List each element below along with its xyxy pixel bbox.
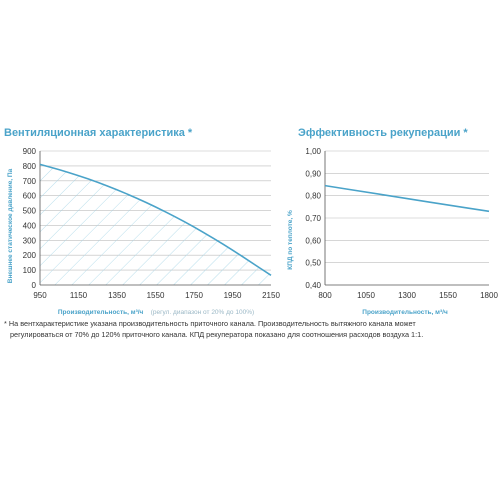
recuperation-y-axis-label: КПД по теплоте, % [287,210,294,270]
x-tick-label: 1750 [185,291,203,300]
recuperation-x-axis-label: Производительность, м³/ч [362,309,448,316]
y-tick-label: 100 [23,266,37,275]
y-tick-label: 0,90 [305,169,321,178]
x-tick-label: 1550 [439,291,457,300]
y-tick-label: 300 [23,236,37,245]
y-tick-label: 700 [23,177,37,186]
y-tick-label: 400 [23,221,37,230]
footnote-line-1: * На вентхарактеристике указана производ… [4,319,416,328]
y-tick-label: 0,40 [305,281,321,290]
x-tick-label: 1550 [147,291,165,300]
x-tick-label: 1950 [224,291,242,300]
series-line [39,163,272,276]
x-tick-label: 1050 [357,291,375,300]
ventilation-x-axis-note: (регул. диапазон от 20% до 100%) [151,309,254,316]
x-tick-label: 2150 [262,291,280,300]
y-tick-label: 0,70 [305,214,321,223]
y-tick-label: 0,50 [305,259,321,268]
recuperation-chart-title: Эффективность рекуперации * [298,127,468,139]
x-tick-label: 800 [318,291,332,300]
ventilation-x-axis-label-group: Производительность, м³/ч (регул. диапазо… [58,301,254,318]
y-tick-label: 200 [23,251,37,260]
charts-canvas: Вентиляционная характеристика * 0 100 200 3… [4,127,498,318]
x-tick-label: 1350 [108,291,126,300]
ventilation-chart: Вентиляционная характеристика * 0 100 200 3… [4,127,280,318]
ventilation-x-axis-label: Производительность, м³/ч [58,309,144,316]
x-tick-label: 1300 [398,291,416,300]
y-tick-label: 800 [23,162,37,171]
x-tick-label: 1150 [70,291,88,300]
hatched-area [40,164,271,285]
y-tick-label: 1,00 [305,147,321,156]
x-tick-label: 1800 [480,291,498,300]
recuperation-chart: Эффективность рекуперации * 0,40 0,50 0,60… [287,127,498,316]
y-tick-label: 600 [23,192,37,201]
footnote: * На вентхарактеристике указана производ… [4,319,494,340]
series-line [324,184,490,213]
y-tick-label: 900 [23,147,37,156]
y-tick-label: 0,80 [305,192,321,201]
y-tick-label: 500 [23,207,37,216]
footnote-line-2: регулироваться от 70% до 120% приточного… [10,329,424,339]
ventilation-y-axis-label: Внешнее статическое давление, Па [7,168,14,283]
y-tick-label: 0,60 [305,236,321,245]
x-tick-label: 950 [33,291,47,300]
ventilation-chart-title: Вентиляционная характеристика * [4,127,193,139]
y-tick-label: 0 [32,281,37,290]
